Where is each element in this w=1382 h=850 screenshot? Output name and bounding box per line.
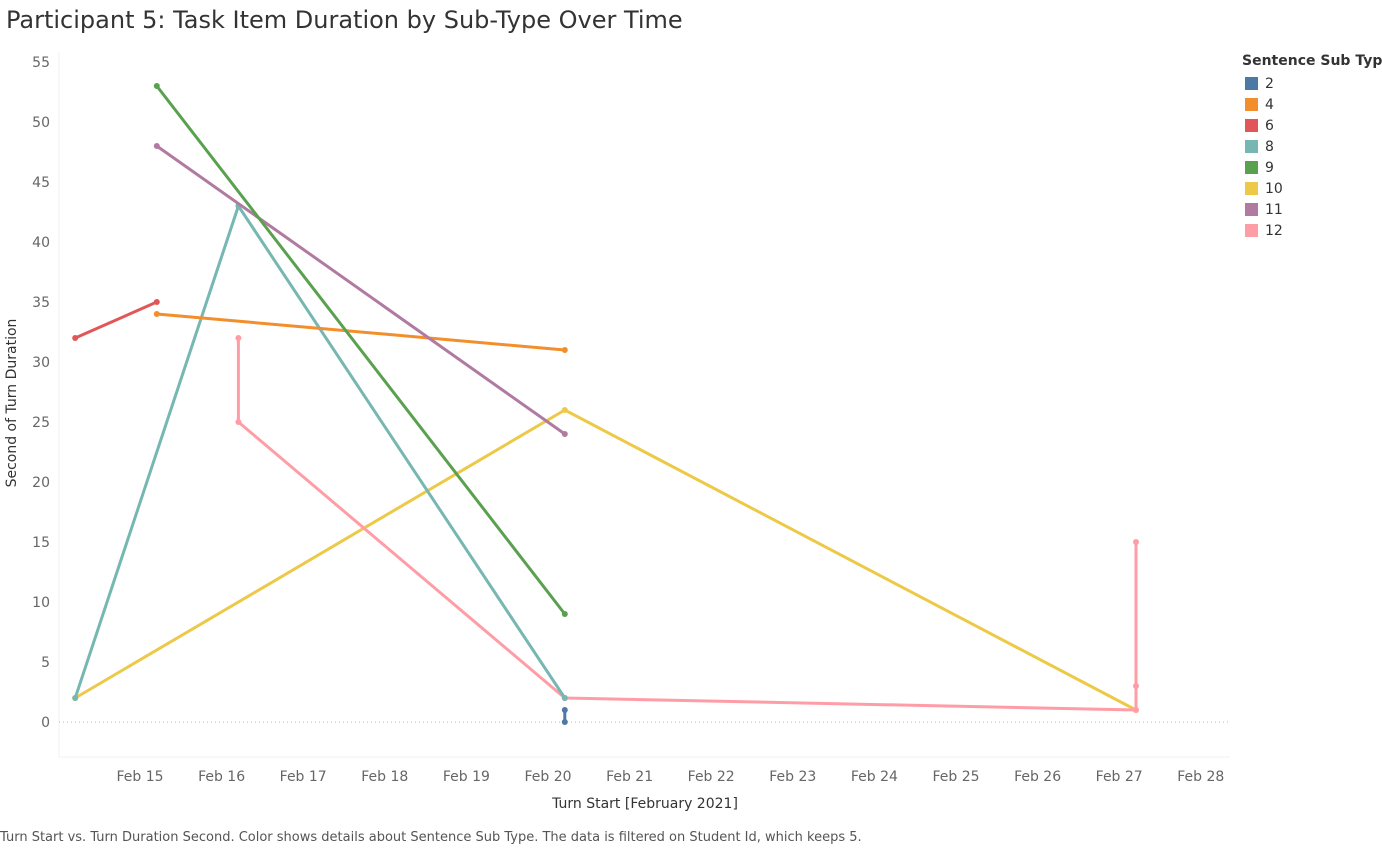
series-line-11 xyxy=(155,144,567,436)
chart-title: Participant 5: Task Item Duration by Sub… xyxy=(6,6,683,34)
data-point-12 xyxy=(1133,707,1139,713)
legend-label: 4 xyxy=(1265,96,1274,113)
legend-swatch xyxy=(1245,224,1258,237)
legend-item-9[interactable]: 9 xyxy=(1242,157,1382,178)
y-tick-label: 50 xyxy=(32,115,50,131)
data-point-6 xyxy=(72,335,79,341)
legend-title: Sentence Sub Type xyxy=(1242,53,1382,69)
x-axis-label: Turn Start [February 2021] xyxy=(551,796,738,812)
data-point-9 xyxy=(153,83,160,89)
x-tick-label: Feb 22 xyxy=(688,769,735,785)
legend-label: 6 xyxy=(1265,117,1274,134)
data-point-10 xyxy=(561,407,568,413)
y-tick-label: 35 xyxy=(32,295,50,311)
series-4 xyxy=(153,311,568,353)
legend-item-4[interactable]: 4 xyxy=(1242,94,1382,115)
legend-label: 8 xyxy=(1265,138,1274,155)
y-tick-label: 15 xyxy=(32,535,50,551)
data-point-2 xyxy=(561,719,568,725)
series-2 xyxy=(561,707,568,725)
legend-label: 11 xyxy=(1265,201,1283,218)
x-tick-label: Feb 25 xyxy=(932,769,979,785)
data-point-2 xyxy=(561,707,568,713)
y-tick-label: 20 xyxy=(32,475,50,491)
x-tick-label: Feb 17 xyxy=(280,769,327,785)
series-9 xyxy=(153,83,568,617)
legend-item-10[interactable]: 10 xyxy=(1242,178,1382,199)
series-line-10 xyxy=(73,408,1138,712)
legend-item-11[interactable]: 11 xyxy=(1242,199,1382,220)
y-tick-label: 55 xyxy=(32,55,50,71)
y-tick-label: 5 xyxy=(41,655,50,671)
data-point-12 xyxy=(1133,683,1139,689)
x-tick-label: Feb 15 xyxy=(116,769,163,785)
y-tick-label: 25 xyxy=(32,415,50,431)
data-point-6 xyxy=(153,299,160,305)
legend-swatch xyxy=(1245,140,1258,153)
x-tick-label: Feb 19 xyxy=(443,769,490,785)
series-11 xyxy=(153,143,568,437)
legend-items: 2 4 6 8 9 10 11 12 xyxy=(1242,73,1382,241)
y-tick-label: 45 xyxy=(32,175,50,191)
y-tick-label: 40 xyxy=(32,235,50,251)
data-point-12 xyxy=(1133,539,1139,545)
data-point-11 xyxy=(153,143,160,149)
data-point-9 xyxy=(561,611,568,617)
x-tick-label: Feb 23 xyxy=(769,769,816,785)
series-line-9 xyxy=(155,84,567,616)
x-tick-label: Feb 27 xyxy=(1096,769,1143,785)
y-tick-label: 10 xyxy=(32,595,50,611)
legend-label: 12 xyxy=(1265,222,1283,239)
data-point-8 xyxy=(561,695,568,701)
legend-item-6[interactable]: 6 xyxy=(1242,115,1382,136)
legend-item-8[interactable]: 8 xyxy=(1242,136,1382,157)
legend-label: 2 xyxy=(1265,75,1274,92)
data-point-4 xyxy=(153,311,160,317)
legend-swatch xyxy=(1245,182,1258,195)
x-tick-label: Feb 18 xyxy=(361,769,408,785)
y-tick-label: 0 xyxy=(41,715,50,731)
legend-label: 9 xyxy=(1265,159,1274,176)
y-tick-label: 30 xyxy=(32,355,50,371)
x-tick-label: Feb 26 xyxy=(1014,769,1061,785)
legend-item-2[interactable]: 2 xyxy=(1242,73,1382,94)
data-point-12 xyxy=(235,335,242,341)
legend-swatch xyxy=(1245,119,1258,132)
data-point-4 xyxy=(561,347,568,353)
legend-swatch xyxy=(1245,203,1258,216)
series-line-6 xyxy=(73,300,159,340)
legend-swatch xyxy=(1245,98,1258,111)
chart-series xyxy=(72,83,1139,725)
legend-swatch xyxy=(1245,161,1258,174)
line-chart: 0 5 10 15 20 25 30 35 40 45 50 55 Feb 15 Feb 16 Feb 17… xyxy=(4,52,1230,812)
x-tick-label: Feb 28 xyxy=(1177,769,1224,785)
data-point-11 xyxy=(561,431,568,437)
chart-caption: Turn Start vs. Turn Duration Second. Col… xyxy=(0,830,862,845)
legend-label: 10 xyxy=(1265,180,1283,197)
series-6 xyxy=(72,299,160,341)
legend-item-12[interactable]: 12 xyxy=(1242,220,1382,241)
x-tick-label: Feb 20 xyxy=(524,769,571,785)
series-10 xyxy=(72,407,1139,713)
data-point-8 xyxy=(72,695,79,701)
series-line-12 xyxy=(236,336,1138,712)
series-line-4 xyxy=(155,312,567,352)
x-tick-label: Feb 21 xyxy=(606,769,653,785)
legend-swatch xyxy=(1245,77,1258,90)
chart-axes: 0 5 10 15 20 25 30 35 40 45 50 55 Feb 15 Feb 16 Feb 17… xyxy=(32,52,1230,785)
data-point-12 xyxy=(235,419,242,425)
legend: Sentence Sub Type 2 4 6 8 9 10 11 12 xyxy=(1242,53,1382,241)
x-tick-label: Feb 16 xyxy=(198,769,245,785)
x-tick-label: Feb 24 xyxy=(851,769,898,785)
y-axis-label: Second of Turn Duration xyxy=(4,319,20,488)
